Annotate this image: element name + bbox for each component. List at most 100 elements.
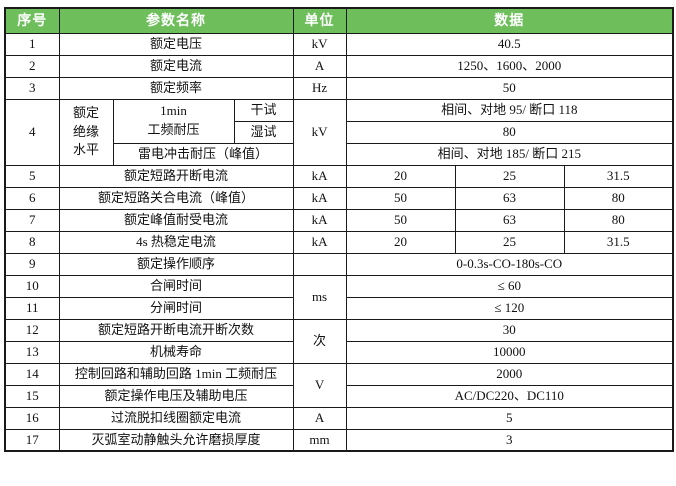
cell-data-3: 80 — [563, 186, 674, 210]
table-row: 9 额定操作顺序 0-0.3s-CO-180s-CO — [4, 252, 674, 276]
cell-data: 2000 — [345, 362, 674, 386]
table-row: 1 额定电压 kV 40.5 — [4, 32, 674, 56]
header-row: 序号 参数名称 单位 数据 — [4, 7, 674, 34]
cell-param: 额定峰值耐受电流 — [58, 208, 294, 232]
cell-data: 50 — [345, 76, 674, 100]
cell-param: 额定短路开断电流 — [58, 164, 294, 188]
header-col-data: 数据 — [345, 7, 674, 34]
table-row: 12 额定短路开断电流开断次数 次 30 — [4, 318, 674, 364]
cell-data-1: 50 — [345, 186, 456, 210]
cell-param: 分闸时间 — [58, 296, 294, 320]
cell-data: 5 — [345, 406, 674, 430]
cell-data: 0-0.3s-CO-180s-CO — [345, 252, 674, 276]
cell-serial: 14 — [4, 362, 60, 386]
cell-serial: 10 — [4, 274, 60, 298]
table-row-insulation-1: 4 额定 绝缘 水平 1min 工频耐压 干试 kV 相间、对地 95/ 断口 … — [4, 98, 674, 166]
cell-data-3: 31.5 — [563, 164, 674, 188]
freq-withstand-line1: 1min — [160, 103, 187, 119]
cell-unit-merged-ms: ms — [292, 274, 347, 320]
cell-data-wet: 80 — [345, 120, 674, 144]
cell-param: 额定操作顺序 — [58, 252, 294, 276]
cell-serial: 16 — [4, 406, 60, 430]
insulation-label-line3: 水平 — [72, 142, 99, 158]
header-col-serial: 序号 — [4, 7, 60, 34]
page: 序号 参数名称 单位 数据 1 额定电压 kV 40.5 2 额定电流 A 12… — [4, 7, 675, 452]
spec-table: 序号 参数名称 单位 数据 1 额定电压 kV 40.5 2 额定电流 A 12… — [4, 7, 675, 452]
cell-param: 额定电流 — [58, 54, 294, 78]
insulation-label-line2: 绝缘 — [72, 123, 99, 139]
cell-data: 40.5 — [345, 32, 674, 56]
cell-serial: 8 — [4, 230, 60, 254]
cell-param: 控制回路和辅助回路 1min 工频耐压 — [58, 362, 294, 386]
cell-unit: A — [292, 54, 347, 78]
header-col-param: 参数名称 — [58, 7, 294, 34]
freq-withstand-line2: 工频耐压 — [147, 122, 200, 137]
cell-data: 30 — [345, 318, 674, 342]
cell-param: 机械寿命 — [58, 340, 294, 364]
cell-data-2: 25 — [454, 164, 565, 188]
cell-unit: A — [292, 406, 347, 430]
table-row: 13 机械寿命 10000 — [4, 340, 674, 364]
cell-data-1: 50 — [345, 208, 456, 232]
cell-data: ≤ 60 — [345, 274, 674, 298]
table-row: 6 额定短路关合电流（峰值） kA 50 63 80 — [4, 186, 674, 210]
cell-serial: 15 — [4, 384, 60, 408]
cell-freq-withstand-label: 1min 工频耐压 — [112, 98, 235, 144]
cell-data: 1250、1600、2000 — [345, 54, 674, 78]
cell-dry-test-label: 干试 — [233, 98, 294, 122]
cell-data: ≤ 120 — [345, 296, 674, 320]
cell-data: 10000 — [345, 340, 674, 364]
table-row: 16 过流脱扣线圈额定电流 A 5 — [4, 406, 674, 430]
cell-unit-merged-times: 次 — [292, 318, 347, 364]
cell-unit-empty — [292, 252, 347, 276]
cell-data: 3 — [345, 428, 674, 452]
cell-unit: kV — [292, 32, 347, 56]
cell-unit-merged-v: V — [292, 362, 347, 408]
table-row: 7 额定峰值耐受电流 kA 50 63 80 — [4, 208, 674, 232]
cell-serial: 13 — [4, 340, 60, 364]
cell-data-1: 20 — [345, 164, 456, 188]
table-row: 2 额定电流 A 1250、1600、2000 — [4, 54, 674, 78]
cell-data-1: 20 — [345, 230, 456, 254]
cell-serial: 12 — [4, 318, 60, 342]
cell-param: 灭弧室动静触头允许磨损厚度 — [58, 428, 294, 452]
table-row: 3 额定频率 Hz 50 — [4, 76, 674, 100]
cell-data-2: 63 — [454, 186, 565, 210]
cell-lightning-impulse-label: 雷电冲击耐压（峰值） — [112, 142, 294, 166]
cell-param: 额定电压 — [58, 32, 294, 56]
cell-unit: kV — [292, 98, 347, 166]
table-row: 5 额定短路开断电流 kA 20 25 31.5 — [4, 164, 674, 188]
cell-unit: kA — [292, 164, 347, 188]
cell-unit: kA — [292, 186, 347, 210]
insulation-label-line1: 额定 — [72, 104, 99, 120]
cell-serial: 9 — [4, 252, 60, 276]
table-row: 17 灭弧室动静触头允许磨损厚度 mm 3 — [4, 428, 674, 452]
cell-param: 额定操作电压及辅助电压 — [58, 384, 294, 408]
cell-serial: 3 — [4, 76, 60, 100]
cell-serial: 2 — [4, 54, 60, 78]
header-col-unit: 单位 — [292, 7, 347, 34]
cell-serial: 1 — [4, 32, 60, 56]
cell-data-lightning: 相间、对地 185/ 断口 215 — [345, 142, 674, 166]
cell-serial: 11 — [4, 296, 60, 320]
cell-param: 4s 热稳定电流 — [58, 230, 294, 254]
cell-param: 额定频率 — [58, 76, 294, 100]
cell-param: 合闸时间 — [58, 274, 294, 298]
cell-data-3: 31.5 — [563, 230, 674, 254]
cell-unit: kA — [292, 208, 347, 232]
cell-param: 过流脱扣线圈额定电流 — [58, 406, 294, 430]
cell-unit: mm — [292, 428, 347, 452]
table-row: 15 额定操作电压及辅助电压 AC/DC220、DC110 — [4, 384, 674, 408]
cell-serial: 7 — [4, 208, 60, 232]
cell-serial: 6 — [4, 186, 60, 210]
cell-serial: 5 — [4, 164, 60, 188]
cell-serial: 17 — [4, 428, 60, 452]
cell-param: 额定短路关合电流（峰值） — [58, 186, 294, 210]
table-row: 8 4s 热稳定电流 kA 20 25 31.5 — [4, 230, 674, 254]
cell-data: AC/DC220、DC110 — [345, 384, 674, 408]
cell-insulation-group-label: 额定 绝缘 水平 — [58, 98, 114, 166]
table-row: 14 控制回路和辅助回路 1min 工频耐压 V 2000 — [4, 362, 674, 408]
cell-data-2: 63 — [454, 208, 565, 232]
cell-data-2: 25 — [454, 230, 565, 254]
cell-wet-test-label: 湿试 — [233, 120, 294, 144]
